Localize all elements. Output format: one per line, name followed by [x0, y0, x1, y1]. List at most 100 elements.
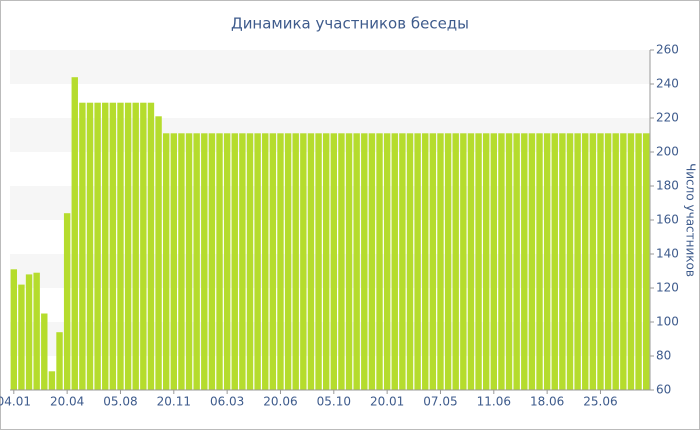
- bar: [193, 133, 200, 391]
- grid-band: [10, 322, 650, 356]
- x-tick-label: 20.11: [157, 395, 191, 409]
- bar: [437, 133, 444, 391]
- bar: [330, 133, 338, 391]
- y-tick-label: 180: [656, 179, 679, 193]
- bar: [414, 133, 421, 391]
- bar: [269, 133, 277, 391]
- bar: [338, 133, 345, 391]
- bar: [559, 133, 566, 391]
- bar: [612, 133, 619, 391]
- bar: [391, 133, 398, 391]
- y-tick-label: 100: [656, 315, 679, 329]
- y-tick-label: 260: [656, 43, 679, 57]
- x-tick-label: 20.01: [370, 395, 404, 409]
- bar: [63, 213, 71, 390]
- x-tick-label: 11.06: [477, 395, 511, 409]
- bar: [162, 133, 170, 391]
- bar: [48, 371, 56, 390]
- bar: [444, 133, 452, 391]
- x-tick-label: 20.06: [263, 395, 297, 409]
- bar: [94, 102, 101, 390]
- bar: [284, 133, 292, 391]
- y-tick-label: 220: [656, 111, 679, 125]
- bar: [429, 133, 437, 391]
- y-tick-label: 200: [656, 145, 679, 159]
- bar: [223, 133, 231, 391]
- bar: [292, 133, 299, 391]
- x-tick-label: 18.06: [530, 395, 564, 409]
- bar: [521, 133, 528, 391]
- bar: [361, 133, 368, 391]
- bar: [498, 133, 505, 391]
- bar: [262, 133, 269, 391]
- bar: [627, 133, 635, 391]
- bar: [315, 133, 322, 391]
- bar: [604, 133, 612, 391]
- bar: [574, 133, 581, 391]
- chart-title: Динамика участников беседы: [231, 15, 469, 33]
- bar: [589, 133, 597, 391]
- bar: [642, 133, 650, 391]
- bar: [345, 133, 353, 391]
- y-tick-label: 160: [656, 213, 679, 227]
- bar: [307, 133, 315, 391]
- bar: [117, 102, 124, 390]
- bar: [582, 133, 589, 391]
- bar: [132, 102, 139, 390]
- bar: [25, 274, 33, 390]
- bar: [383, 133, 391, 391]
- y-tick-label: 80: [656, 349, 671, 363]
- x-tick-label: 05.10: [317, 395, 351, 409]
- bar: [551, 133, 558, 391]
- bar: [56, 332, 63, 390]
- y-axis-label: Число участников: [684, 163, 698, 277]
- x-tick-label: 05.08: [103, 395, 137, 409]
- y-tick-label: 140: [656, 247, 679, 261]
- bar: [536, 133, 543, 391]
- x-tick-label: 20.04: [50, 395, 84, 409]
- grid-band: [10, 186, 650, 220]
- bar: [513, 133, 520, 391]
- bar: [406, 133, 414, 391]
- bar: [124, 102, 132, 390]
- bar: [460, 133, 467, 391]
- bar: [505, 133, 513, 391]
- bar: [239, 133, 246, 391]
- bar: [109, 102, 117, 390]
- bar: [102, 102, 109, 390]
- bar: [178, 133, 185, 391]
- bar: [41, 313, 48, 390]
- bar: [79, 102, 86, 390]
- bar: [254, 133, 261, 391]
- x-tick-label: 25.06: [583, 395, 617, 409]
- bar: [322, 133, 330, 391]
- x-tick-label: 07.05: [423, 395, 457, 409]
- bar: [467, 133, 475, 391]
- grid-band: [10, 118, 650, 152]
- bar: [452, 133, 459, 391]
- bar: [277, 133, 284, 391]
- x-tick-label: 04.01: [0, 395, 31, 409]
- bar: [543, 133, 551, 391]
- bar: [620, 133, 627, 391]
- grid-band: [10, 254, 650, 288]
- bar: [231, 133, 238, 391]
- bar: [475, 133, 482, 391]
- bar: [33, 272, 40, 390]
- bar: [399, 133, 406, 391]
- grid-band: [10, 50, 650, 84]
- bar: [201, 133, 208, 391]
- y-tick-label: 240: [656, 77, 679, 91]
- bar: [482, 133, 490, 391]
- bar: [597, 133, 604, 391]
- bar: [528, 133, 536, 391]
- bar: [216, 133, 223, 391]
- x-tick-label: 06.03: [210, 395, 244, 409]
- bar: [18, 284, 25, 390]
- bar: [170, 133, 178, 391]
- bar: [71, 77, 78, 390]
- bar: [147, 102, 155, 390]
- y-tick-label: 120: [656, 281, 679, 295]
- bar: [422, 133, 429, 391]
